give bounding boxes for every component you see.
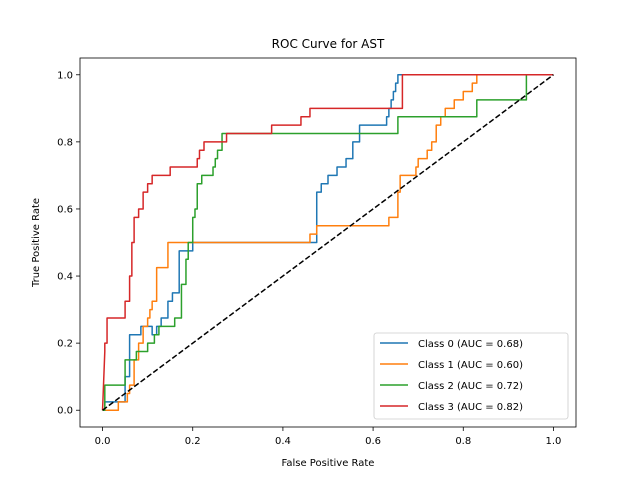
x-tick-label: 0.4: [275, 436, 291, 447]
y-tick-label: 0.6: [57, 204, 73, 215]
legend-entry: Class 0 (AUC = 0.68): [418, 339, 523, 350]
y-tick-label: 0.8: [57, 137, 73, 148]
roc-line-class-2: [102, 74, 554, 411]
x-tick-label: 0.2: [185, 436, 201, 447]
legend-entry: Class 2 (AUC = 0.72): [418, 381, 523, 392]
y-tick-label: 0.0: [57, 406, 73, 417]
legend-entry: Class 1 (AUC = 0.60): [418, 360, 523, 371]
x-axis: 0.0 0.2 0.4 0.6 0.8 1.0: [95, 427, 562, 447]
y-tick-label: 0.2: [57, 339, 73, 350]
legend-box: [373, 332, 569, 420]
roc-line-class-1: [102, 74, 554, 411]
chance-diagonal-line: [102, 74, 554, 411]
roc-line-class-3: [101, 74, 554, 411]
y-tick-label: 1.0: [57, 70, 73, 81]
x-tick-label: 0.8: [455, 436, 471, 447]
plot-frame: [79, 57, 577, 428]
x-tick-label: 0.6: [365, 436, 381, 447]
series-layer: [101, 74, 554, 411]
y-axis-label: True Positive Rate: [31, 198, 42, 288]
chart-title: ROC Curve for AST: [272, 37, 385, 51]
x-tick-label: 1.0: [546, 436, 562, 447]
x-axis-label: False Positive Rate: [282, 458, 375, 469]
y-axis: 0.0 0.2 0.4 0.6 0.8 1.0: [57, 70, 80, 417]
legend: Class 0 (AUC = 0.68) Class 1 (AUC = 0.60)…: [373, 332, 569, 420]
legend-entry: Class 3 (AUC = 0.82): [418, 402, 523, 413]
y-tick-label: 0.4: [57, 272, 73, 283]
x-tick-label: 0.0: [95, 436, 111, 447]
